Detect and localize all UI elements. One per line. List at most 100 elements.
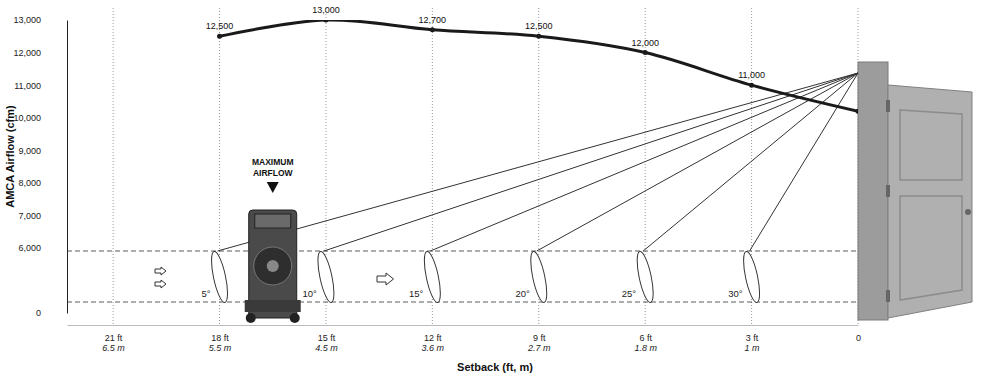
y-tick: 8,000 xyxy=(18,178,67,188)
door-knob xyxy=(965,209,971,215)
y-tick-label: 7,000 xyxy=(18,211,41,221)
airflow-point xyxy=(323,20,328,23)
airflow-ray xyxy=(324,73,858,251)
x-tick: 18 ft5.5 m xyxy=(209,325,232,353)
airflow-arrow xyxy=(377,273,394,285)
y-tick: 7,000 xyxy=(18,211,67,221)
y-axis-line xyxy=(67,21,68,314)
x-axis-title: Setback (ft, m) xyxy=(457,361,533,373)
airflow-boundary xyxy=(67,302,858,303)
chart: 5°10°15°20°25°30°MAXIMUMAIRFLOW21 ft6.5 … xyxy=(0,0,1005,378)
door-panel xyxy=(888,85,972,318)
fan-outlet xyxy=(527,250,550,303)
y-axis-title: AMCA Airflow (cfm) xyxy=(4,105,16,208)
annotation-marker xyxy=(267,182,279,193)
x-tick-label: 18 ft xyxy=(211,333,229,343)
x-tick-label: 0 xyxy=(856,333,861,343)
data-label: 12,500 xyxy=(525,21,553,31)
y-tick-label: 12,000 xyxy=(13,48,41,58)
x-tick-label: 3 ft xyxy=(746,333,759,343)
x-tick: 15 ft4.5 m xyxy=(315,325,338,353)
airflow-line xyxy=(220,20,858,111)
fan-wheel xyxy=(246,313,256,323)
x-tick-label: 12 ft xyxy=(424,333,442,343)
y-tick-label: 13,000 xyxy=(13,15,41,25)
y-tick-label: 11,000 xyxy=(14,81,41,91)
y-tick: 13,000 xyxy=(13,15,67,25)
door xyxy=(858,62,972,320)
y-tick: 12,000 xyxy=(13,48,67,58)
x-tick: 21 ft6.5 m xyxy=(102,325,125,353)
airflow-point xyxy=(749,83,754,88)
x-axis: 21 ft6.5 m 18 ft5.5 m 15 ft4.5 m 12 ft3.6 m… xyxy=(68,325,862,353)
airflow-column: 5° 10° 15° 20° 25° 30° xyxy=(67,73,858,304)
x-tick-sublabel: 1 m xyxy=(745,343,761,353)
angle-label: 15° xyxy=(409,288,424,299)
y-tick: 11,000 xyxy=(14,81,67,91)
y-tick: 9,000 xyxy=(18,146,67,156)
airflow-boundary xyxy=(67,251,858,252)
x-tick-sublabel: 1.8 m xyxy=(634,343,657,353)
fan-outlet xyxy=(634,250,657,303)
angle-label: 10° xyxy=(303,288,318,299)
fan xyxy=(245,210,301,323)
airflow-ray xyxy=(643,73,858,251)
fan-base xyxy=(245,300,301,312)
y-tick: 0 xyxy=(36,308,67,318)
x-tick: 9 ft2.7 m xyxy=(527,325,551,353)
x-tick: 12 ft3.6 m xyxy=(422,325,445,353)
airflow-arrow xyxy=(155,267,166,275)
airflow-ray xyxy=(218,73,858,251)
y-tick: 10,000 xyxy=(13,113,67,123)
x-tick-sublabel: 6.5 m xyxy=(102,343,125,353)
airflow-ray xyxy=(430,73,858,251)
fan-outlet xyxy=(421,250,444,303)
y-tick-label: 9,000 xyxy=(18,146,41,156)
x-tick: 3 ft1 m xyxy=(745,325,761,353)
x-axis-line xyxy=(68,325,859,326)
airflow-point xyxy=(643,50,648,55)
fan-wheel xyxy=(290,313,300,323)
y-axis: 0 6,000 7,000 8,000 9,000 10,000 11,000 12,000 1… xyxy=(13,15,67,318)
data-label: 12,000 xyxy=(631,38,659,48)
data-label: 13,000 xyxy=(312,5,340,15)
data-label: 11,000 xyxy=(738,70,765,80)
angle-label: 5° xyxy=(201,288,210,299)
x-tick-sublabel: 3.6 m xyxy=(422,343,445,353)
x-tick: 6 ft1.8 m xyxy=(634,325,657,353)
plot-area xyxy=(217,20,858,114)
fan-outlet xyxy=(315,250,338,303)
x-tick-label: 21 ft xyxy=(105,333,123,343)
angle-label: 25° xyxy=(622,288,637,299)
airflow-arrow xyxy=(155,280,166,288)
fan-outlet xyxy=(208,250,231,303)
y-tick-label: 0 xyxy=(36,308,41,318)
fan-handle xyxy=(255,214,291,228)
x-tick-label: 15 ft xyxy=(318,333,336,343)
door-jamb xyxy=(858,62,888,320)
fan-housing xyxy=(254,247,292,285)
airflow-point xyxy=(856,109,859,114)
airflow-point xyxy=(430,27,435,32)
grid xyxy=(113,8,858,325)
grid-line xyxy=(113,8,114,325)
data-label: 12,500 xyxy=(206,21,234,31)
y-tick-label: 10,000 xyxy=(13,113,41,123)
data-label: 12,700 xyxy=(419,15,447,25)
angle-label: 30° xyxy=(728,288,743,299)
angle-label: 20° xyxy=(515,288,530,299)
x-tick-label: 6 ft xyxy=(639,333,652,343)
y-tick-label: 8,000 xyxy=(18,178,41,188)
x-tick-sublabel: 5.5 m xyxy=(209,343,232,353)
y-tick: 6,000 xyxy=(18,243,67,253)
x-tick: 0 xyxy=(856,325,861,343)
fan-outlet xyxy=(740,250,763,303)
fan-hub xyxy=(267,260,279,272)
x-tick-label: 9 ft xyxy=(533,333,546,343)
x-tick-sublabel: 2.7 m xyxy=(527,343,551,353)
door-hinge xyxy=(886,100,890,112)
door-hinge xyxy=(886,185,890,197)
door-inset xyxy=(900,110,962,300)
airflow-point xyxy=(217,34,222,39)
door-hinge xyxy=(886,290,890,302)
